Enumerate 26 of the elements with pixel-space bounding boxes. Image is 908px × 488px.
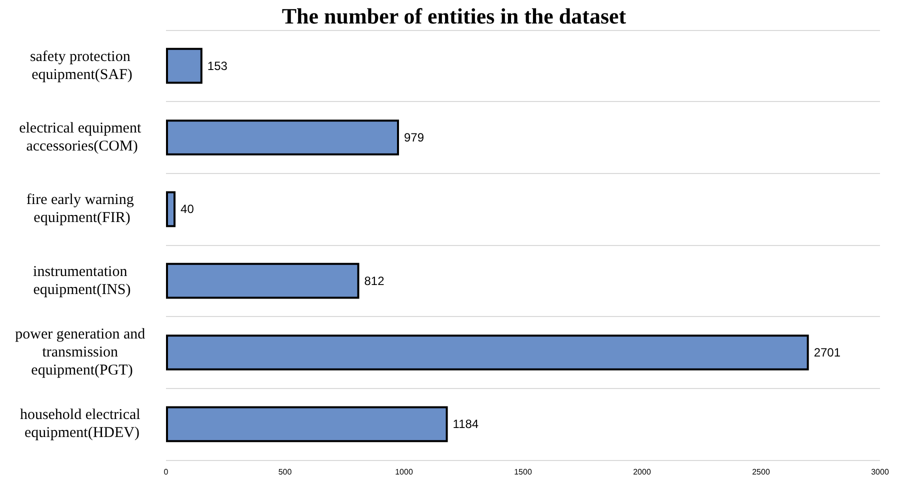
chart-title: The number of entities in the dataset	[282, 4, 627, 28]
y-tick-label: power generation and transmission equipment(PGT)	[15, 326, 149, 378]
bar	[166, 406, 448, 442]
bar	[166, 191, 176, 228]
x-tick-label: 2000	[633, 468, 652, 476]
y-tick-label: safety protection equipment(SAF)	[30, 48, 134, 83]
x-tick-label: 2500	[752, 468, 770, 476]
y-tick-label: instrumentation equipment(INS)	[33, 264, 131, 298]
data-label: 40	[180, 202, 194, 216]
x-tick-label: 500	[278, 468, 292, 476]
data-label: 979	[404, 130, 424, 144]
data-label: 153	[207, 58, 228, 73]
data-label: 1184	[452, 417, 479, 432]
bar	[166, 48, 202, 84]
x-tick-label: 3000	[871, 468, 890, 476]
bar	[166, 262, 360, 299]
y-tick-label: household electrical equipment(HDEV)	[20, 407, 144, 442]
y-tick-label: fire early warning equipment(FIR)	[26, 192, 138, 226]
x-tick-label: 0	[164, 468, 169, 476]
x-tick-label: 1500	[514, 468, 532, 476]
bar	[166, 120, 399, 156]
y-tick-label: electrical equipment accessories(COM)	[19, 120, 145, 154]
bar	[166, 334, 809, 370]
data-label: 812	[364, 274, 385, 288]
data-label: 2701	[814, 346, 841, 360]
x-tick-label: 1000	[395, 468, 414, 476]
